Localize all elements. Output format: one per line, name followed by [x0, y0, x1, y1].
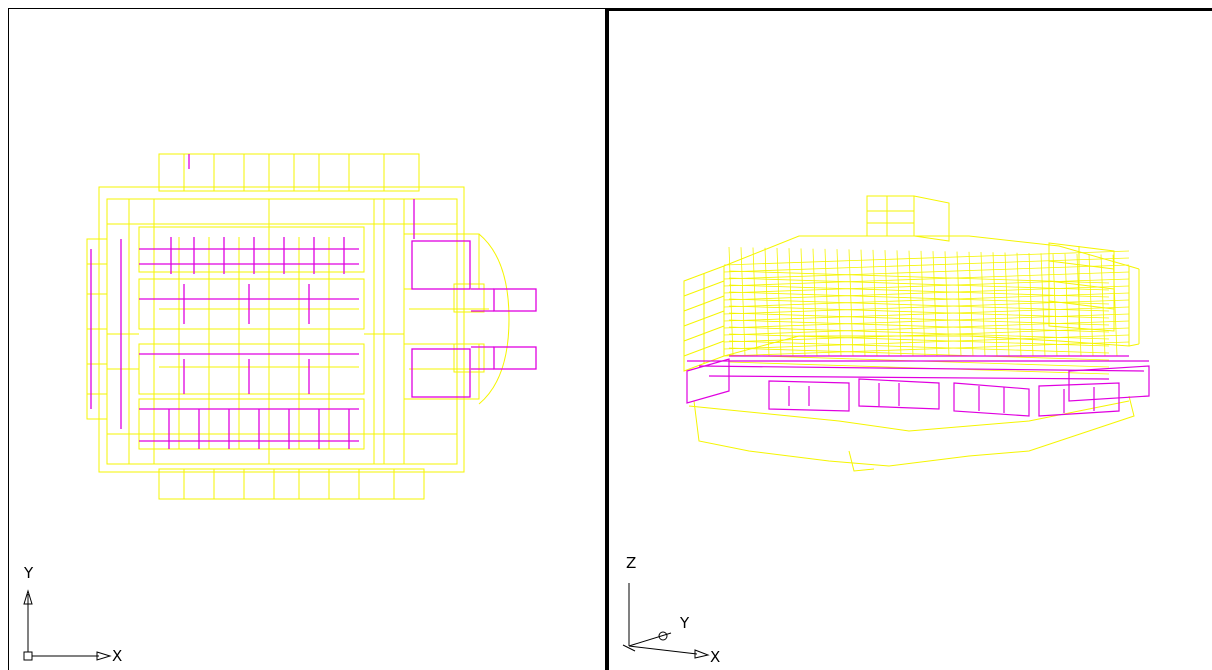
ucs-x-label: X	[112, 647, 123, 665]
viewport-plan[interactable]: Y X	[8, 8, 606, 670]
plan-drawing[interactable]	[9, 9, 606, 670]
isometric-drawing[interactable]	[609, 11, 1212, 670]
viewport-isometric[interactable]: Z Y X	[606, 8, 1212, 670]
ucs-y-label-iso: Y	[680, 614, 690, 632]
ucs-icon-plan	[23, 589, 112, 661]
ucs-icon-iso	[622, 583, 710, 659]
ucs-y-label: Y	[24, 564, 34, 582]
ucs-z-label: Z	[626, 554, 637, 572]
ucs-x-label-iso: X	[710, 648, 721, 666]
